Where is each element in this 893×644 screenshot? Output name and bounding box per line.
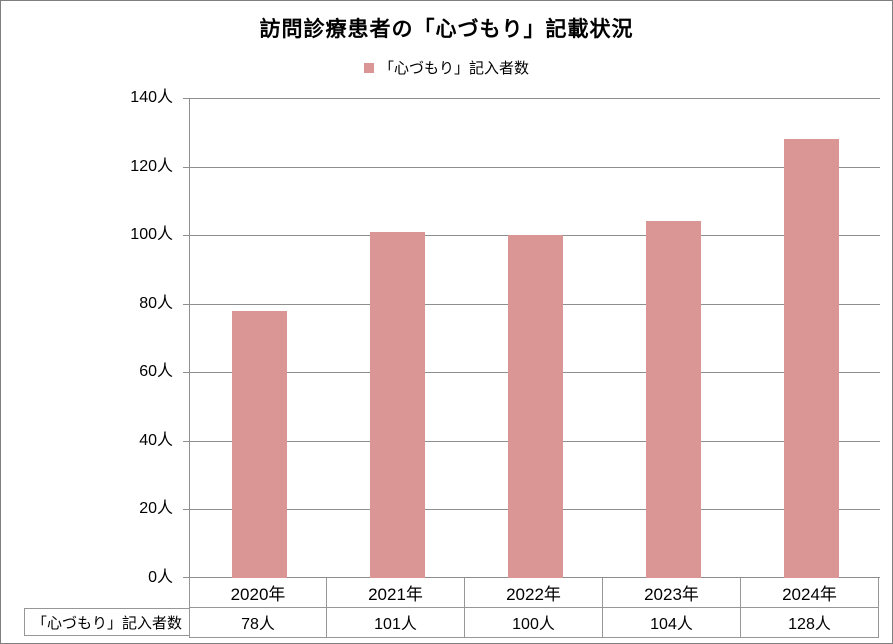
y-axis-labels: 0人 20人 40人 60人 80人 100人 120人 140人 (1, 89, 182, 586)
category-cell: 2020年 (189, 578, 327, 608)
gridline (183, 167, 880, 168)
data-table-row-header: 「心づもり」記入者数 (24, 608, 190, 636)
y-axis-tick-label: 120人 (130, 158, 173, 175)
y-axis-tick-label: 80人 (139, 295, 173, 312)
value-cell: 104人 (603, 607, 741, 638)
y-axis-tick-label: 100人 (130, 226, 173, 243)
legend-label: 「心づもり」記入者数 (378, 60, 529, 77)
gridline (183, 98, 880, 99)
y-axis-tick-label: 140人 (130, 89, 173, 106)
category-cell: 2022年 (465, 578, 603, 608)
plot-area (183, 98, 880, 578)
legend: 「心づもり」記入者数 (1, 57, 892, 78)
y-axis-tick-label: 0人 (148, 569, 173, 586)
bar-2020年 (232, 311, 287, 578)
value-cell: 101人 (327, 607, 465, 638)
value-cell: 100人 (465, 607, 603, 638)
bar-2022年 (508, 235, 563, 578)
legend-swatch-icon (363, 62, 374, 73)
category-cell: 2021年 (327, 578, 465, 608)
y-axis-tick-label: 40人 (139, 432, 173, 449)
value-cell: 78人 (189, 607, 327, 638)
bar-2023年 (646, 221, 701, 578)
chart-title: 訪問診療患者の「心づもり」記載状況 (259, 18, 634, 41)
y-axis-tick-label: 60人 (139, 363, 173, 380)
y-axis-tick-label: 20人 (139, 500, 173, 517)
value-cell: 128人 (741, 607, 879, 638)
category-cell: 2023年 (603, 578, 741, 608)
bar-2024年 (784, 139, 839, 578)
category-cell: 2024年 (741, 578, 879, 608)
bar-2021年 (370, 232, 425, 578)
